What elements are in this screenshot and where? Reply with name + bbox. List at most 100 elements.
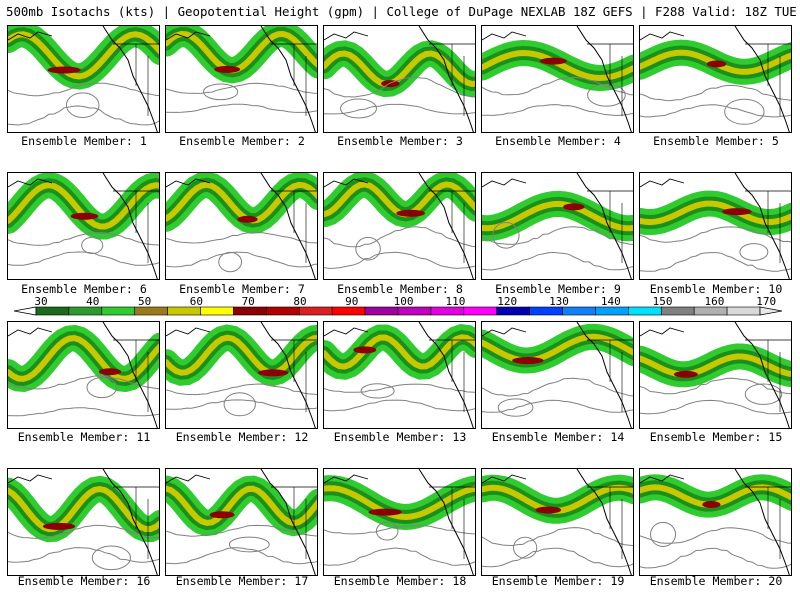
aleutian-coast xyxy=(482,327,527,337)
colorbar-tick-label: 140 xyxy=(600,295,621,308)
isotach-band-60kt xyxy=(482,200,633,232)
height-contour xyxy=(482,104,633,116)
height-contour xyxy=(8,105,159,126)
closed-height-contour xyxy=(497,398,534,417)
colorbar-tick-label: 130 xyxy=(549,295,569,308)
ensemble-member-map xyxy=(165,468,318,576)
state-boundary xyxy=(767,191,781,263)
jet-max-core xyxy=(98,368,122,376)
coastline xyxy=(418,322,474,428)
ensemble-member-map xyxy=(639,468,792,576)
ensemble-member-map xyxy=(7,468,160,576)
state-boundary xyxy=(293,340,307,412)
jet-max-core xyxy=(209,511,235,519)
colorbar-segment xyxy=(298,306,333,316)
closed-height-contour xyxy=(86,377,118,399)
ensemble-member-map xyxy=(7,172,160,280)
height-contour xyxy=(166,251,317,268)
ensemble-member-caption: Ensemble Member: 17 xyxy=(175,574,309,588)
isotach-band-60kt xyxy=(166,181,317,224)
isotach-band-60kt xyxy=(324,334,475,370)
coastline xyxy=(734,26,790,132)
height-contour xyxy=(640,547,791,569)
isotach-colorbar xyxy=(13,306,783,316)
height-contour xyxy=(8,82,159,97)
jet-max-core xyxy=(673,370,698,378)
colorbar-tick-label: 100 xyxy=(393,295,414,308)
colorbar-segment xyxy=(101,306,136,316)
ensemble-member-caption: Ensemble Member: 12 xyxy=(175,430,309,444)
ensemble-member-caption: Ensemble Member: 9 xyxy=(495,282,621,296)
state-boundary xyxy=(767,340,781,412)
coastline xyxy=(260,469,316,575)
height-contour xyxy=(482,76,633,96)
isotach-band-60kt xyxy=(640,200,791,226)
ensemble-member-caption: Ensemble Member: 16 xyxy=(17,574,151,588)
colorbar-segment xyxy=(233,306,267,316)
ensemble-member-caption: Ensemble Member: 1 xyxy=(21,134,147,148)
coastline xyxy=(260,173,316,279)
coastline xyxy=(576,173,632,279)
colorbar-segment xyxy=(364,306,399,316)
coastline xyxy=(102,322,158,428)
colorbar-tick-label: 110 xyxy=(445,295,466,308)
ensemble-member-map xyxy=(7,321,160,429)
jet-max-core xyxy=(563,203,585,211)
coastline xyxy=(576,469,632,575)
isotach-band-60kt xyxy=(8,335,159,382)
jet-max-core xyxy=(702,501,721,509)
jet-max-core xyxy=(396,209,426,217)
coastline xyxy=(102,26,158,132)
colorbar-segment xyxy=(200,306,234,316)
colorbar-tick-label: 90 xyxy=(345,295,359,308)
colorbar-segment xyxy=(693,306,728,316)
state-boundary xyxy=(767,44,781,116)
height-contour xyxy=(482,399,633,413)
colorbar-segment xyxy=(134,306,168,316)
ensemble-member-map xyxy=(323,468,476,576)
ensemble-member-map xyxy=(639,321,792,429)
height-contour xyxy=(640,104,791,118)
ensemble-member-caption: Ensemble Member: 4 xyxy=(495,134,621,148)
height-contour xyxy=(8,547,159,563)
closed-height-contour xyxy=(512,536,538,559)
colorbar-tick-label: 30 xyxy=(34,295,48,308)
height-contour xyxy=(166,232,317,244)
closed-height-contour xyxy=(739,243,769,261)
height-contour xyxy=(324,399,475,412)
closed-height-contour xyxy=(375,521,399,541)
closed-height-contour xyxy=(91,545,131,571)
closed-height-contour xyxy=(65,92,100,118)
height-contour xyxy=(482,527,633,547)
state-boundary xyxy=(767,487,781,559)
closed-height-contour xyxy=(228,536,270,553)
aleutian-coast xyxy=(640,327,685,337)
colorbar-segment xyxy=(628,306,662,316)
height-contour xyxy=(482,251,633,271)
ensemble-member-caption: Ensemble Member: 6 xyxy=(21,282,147,296)
ensemble-member-map xyxy=(165,172,318,280)
ensemble-member-caption: Ensemble Member: 7 xyxy=(179,282,305,296)
closed-height-contour xyxy=(81,236,104,255)
aleutian-coast xyxy=(482,31,527,41)
aleutian-coast xyxy=(166,474,211,484)
ensemble-member-map xyxy=(481,172,634,280)
aleutian-coast xyxy=(8,327,53,337)
ensemble-member-caption: Ensemble Member: 18 xyxy=(333,574,467,588)
aleutian-coast xyxy=(482,178,527,188)
aleutian-coast xyxy=(640,474,685,484)
state-boundary xyxy=(135,191,149,263)
colorbar-tick-label: 80 xyxy=(293,295,307,308)
closed-height-contour xyxy=(650,521,677,547)
height-contour xyxy=(640,377,791,395)
aleutian-coast xyxy=(324,178,369,188)
aleutian-coast xyxy=(166,327,211,337)
colorbar-segment xyxy=(266,306,300,316)
isotach-band-60kt xyxy=(166,334,317,376)
colorbar-segment xyxy=(726,306,761,316)
state-boundary xyxy=(451,44,465,116)
colorbar-segment xyxy=(397,306,432,316)
height-contour xyxy=(324,77,475,98)
height-contour xyxy=(324,226,475,248)
height-contour xyxy=(640,85,791,102)
